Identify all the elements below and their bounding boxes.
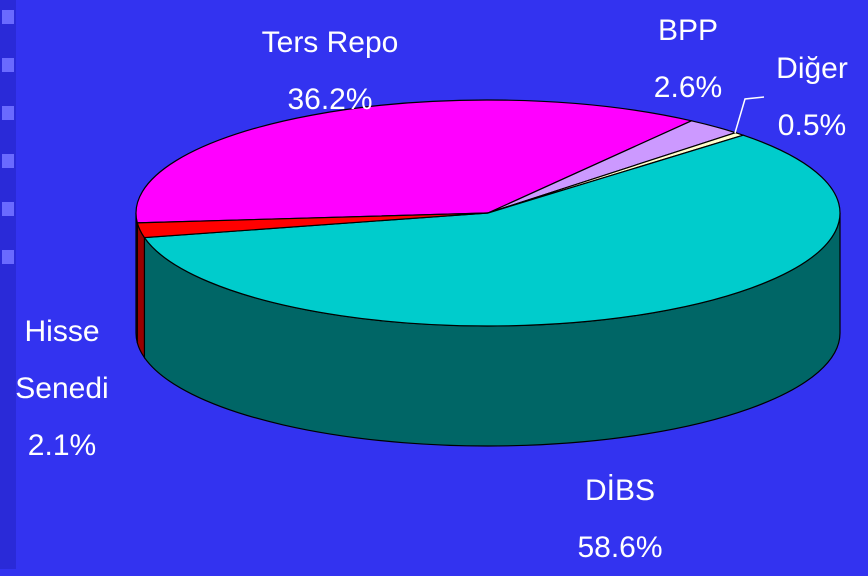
leader-line (734, 96, 765, 134)
category-label: Hisse Senedi (15, 315, 109, 405)
slice-label: Ters Repo 36.2% (262, 14, 399, 128)
value-label: 2.6% (653, 71, 723, 104)
category-label: BPP (657, 14, 719, 47)
pie (135, 99, 841, 447)
value-label: 36.2% (287, 83, 373, 116)
slice (136, 212, 489, 239)
value-label: 0.5% (777, 109, 847, 142)
category-label: Diğer (776, 52, 848, 85)
slice-label: DİBS 58.6% (577, 462, 662, 576)
category-label: Ters Repo (261, 26, 399, 59)
slice-side (136, 222, 146, 360)
slice-label: Hisse Senedi 2.1% (7, 303, 117, 474)
slice-label: BPP 2.6% (654, 2, 722, 116)
slice-label: Diğer 0.5% (776, 40, 848, 154)
side-strip (0, 0, 16, 569)
value-label: 2.1% (27, 429, 97, 462)
category-label: DİBS (584, 474, 656, 507)
value-label: 58.6% (577, 531, 663, 564)
slice (135, 99, 694, 224)
slice (143, 134, 841, 327)
